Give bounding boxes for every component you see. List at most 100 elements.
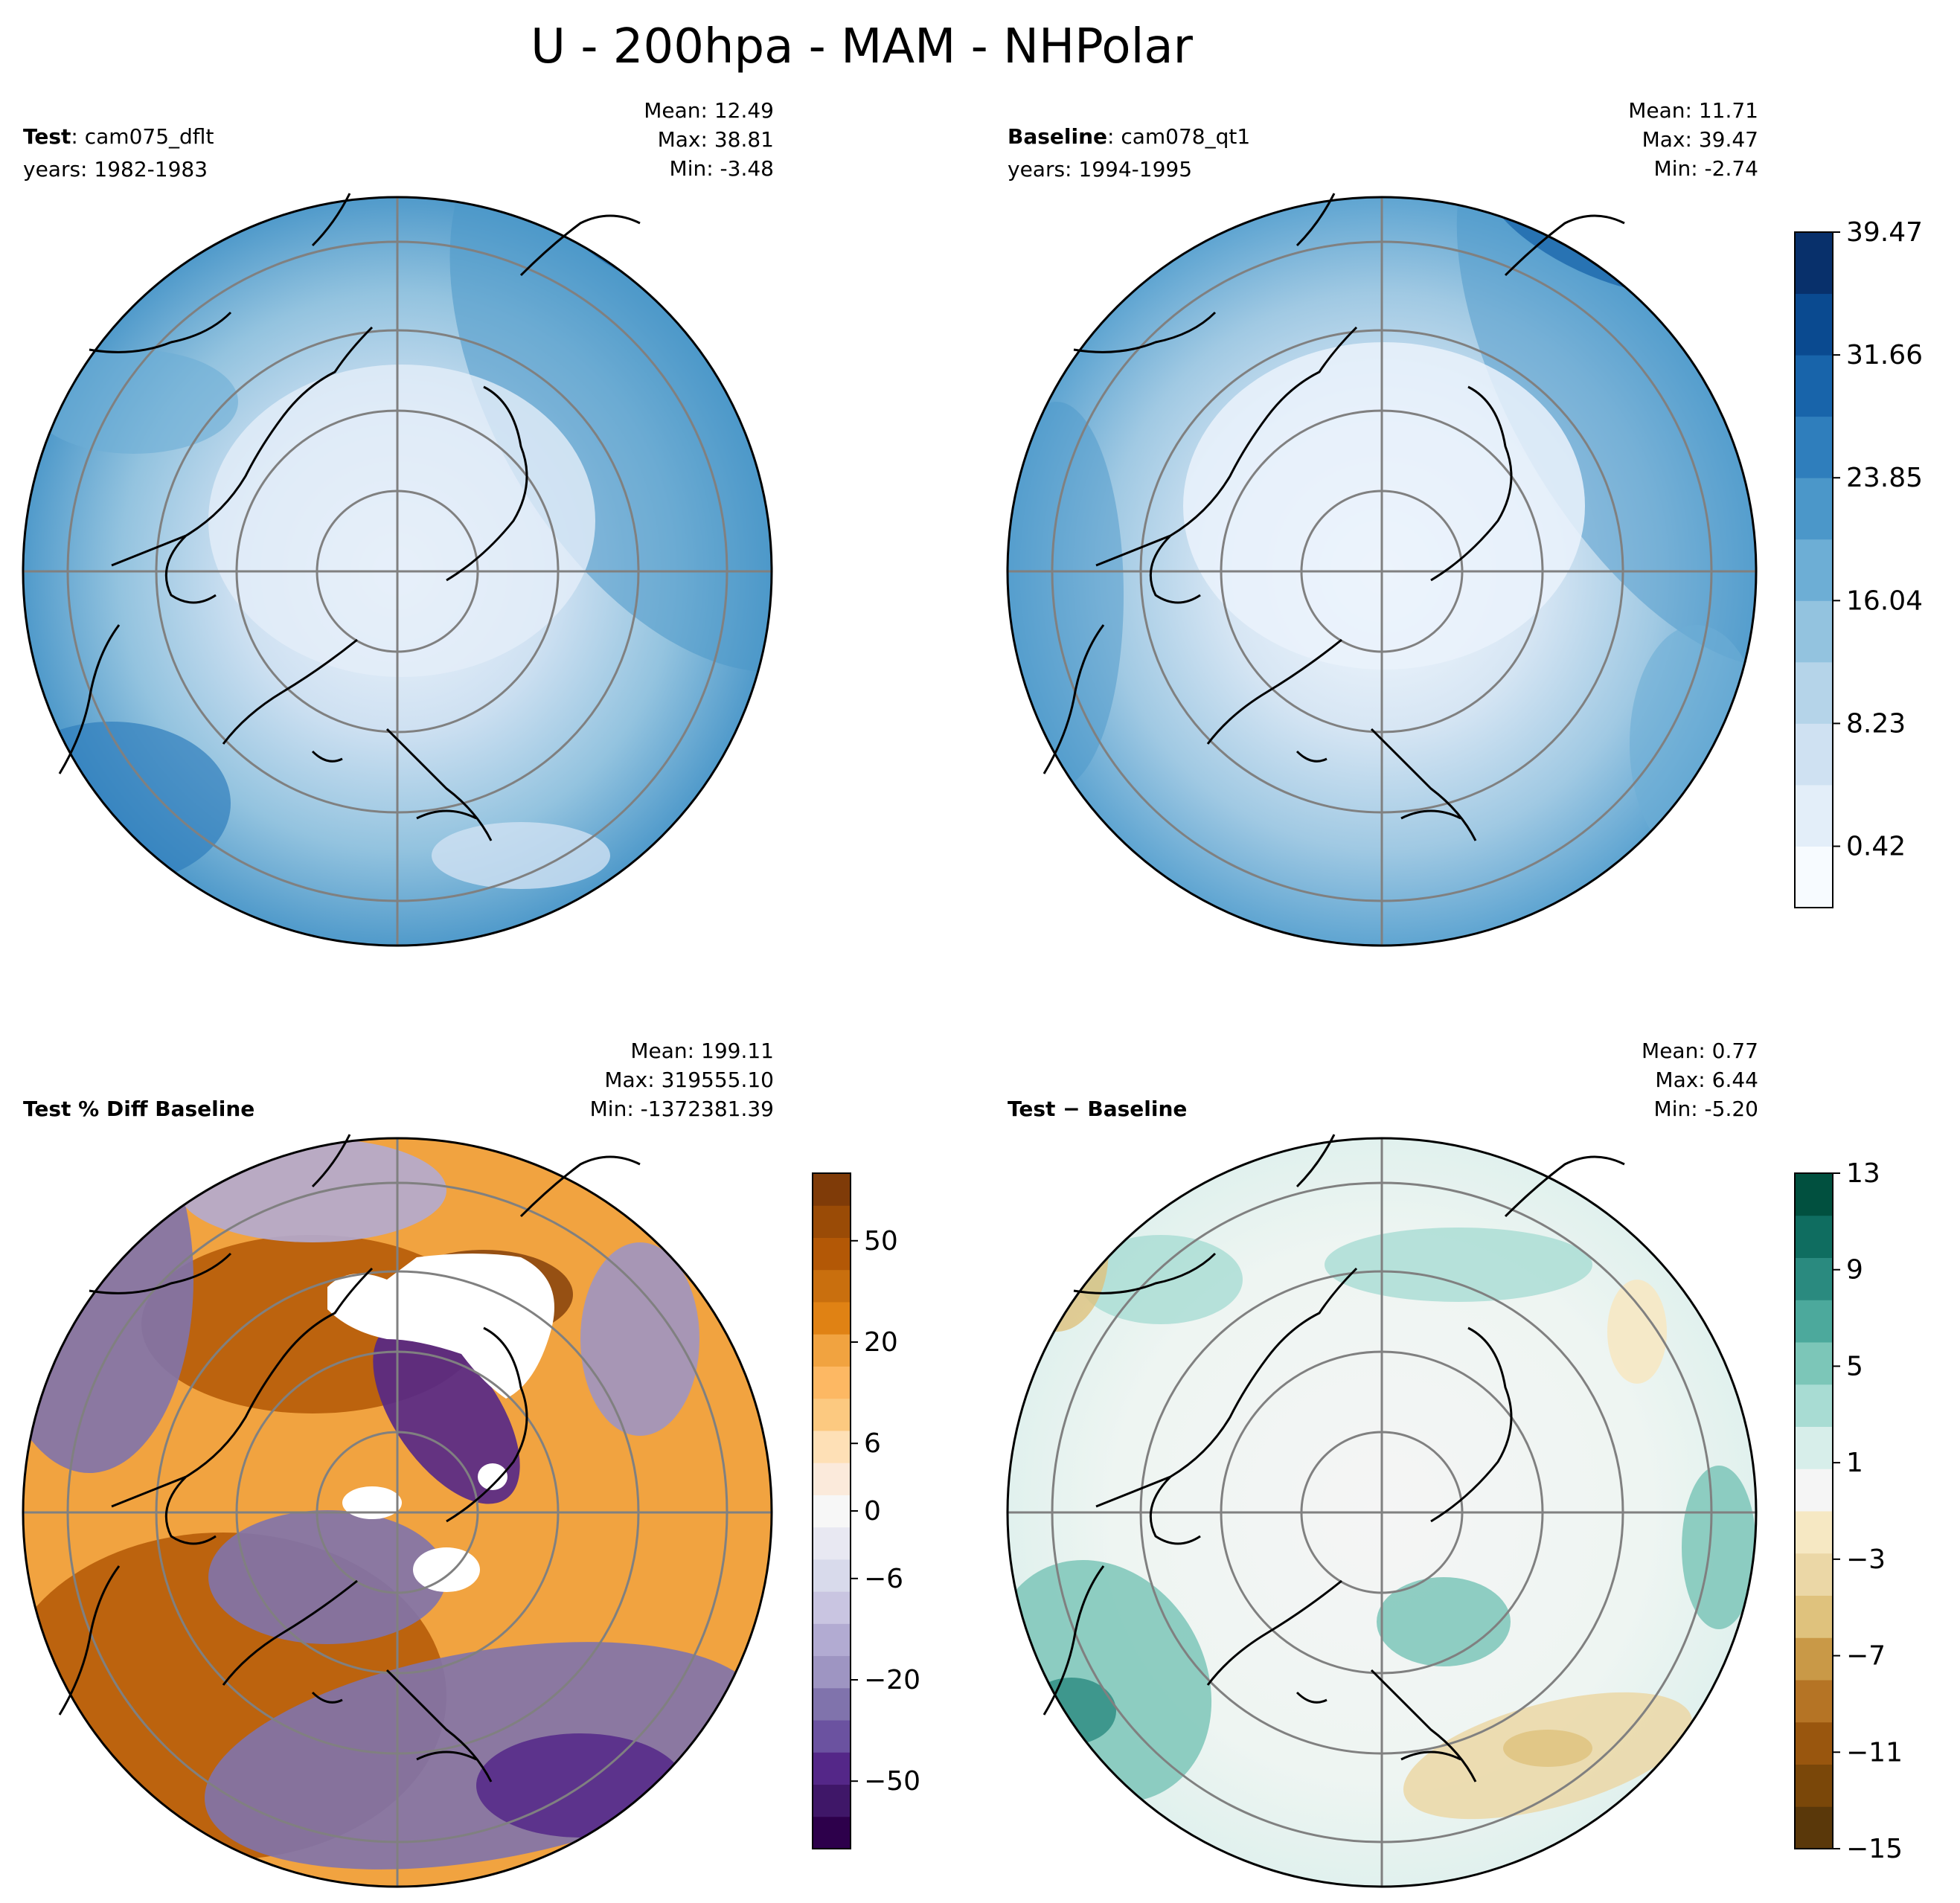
baseline-stat-min: Min: -2.74 — [1654, 156, 1758, 181]
colorbar-puor-segment — [813, 1527, 851, 1560]
diff-stat-max: Max: 6.44 — [1655, 1068, 1758, 1092]
test-stat-mean: Mean: 12.49 — [644, 98, 774, 123]
baseline-label: Baseline: cam078_qt1 — [1008, 124, 1250, 149]
colorbar-brbg-segments — [1795, 1173, 1833, 1849]
panel-diff: Test − Baseline Mean: 0.77 Max: 6.44 Min… — [1006, 1039, 1758, 1888]
test-stat-min: Min: -3.48 — [670, 156, 774, 181]
test-years: years: 1982-1983 — [23, 157, 208, 182]
colorbar-blues-segment — [1795, 232, 1833, 295]
colorbar-blues-tick-label: 39.47 — [1846, 217, 1923, 248]
colorbar-puor-tick-label: 0 — [864, 1496, 881, 1527]
colorbar-puor-segment — [813, 1623, 851, 1657]
colorbar-brbg-segment — [1795, 1721, 1833, 1765]
colorbar-blues-segment — [1795, 416, 1833, 478]
colorbar-brbg-segment — [1795, 1764, 1833, 1807]
colorbar-blues-segments — [1795, 232, 1833, 908]
test-stat-max: Max: 38.81 — [658, 127, 774, 152]
colorbar-blues-tick-label: 16.04 — [1846, 585, 1923, 616]
colorbar-brbg-tick-label: −15 — [1846, 1834, 1903, 1864]
baseline-label-bold: Baseline — [1008, 124, 1107, 149]
test-map-border — [22, 196, 773, 947]
colorbar-puor-segment — [813, 1463, 851, 1495]
pct-diff-graticule — [23, 1138, 772, 1887]
colorbar-brbg-segment — [1795, 1511, 1833, 1554]
colorbar-brbg-tick-label: −11 — [1846, 1737, 1903, 1768]
colorbar-blues-segment — [1795, 846, 1833, 908]
colorbar-blues-ticks: 0.42 8.23 16.04 23.85 31.66 39.47 — [1833, 217, 1923, 862]
diff-graticule — [1008, 1138, 1756, 1887]
colorbar-brbg-segment — [1795, 1300, 1833, 1343]
test-label: Test: cam075_dflt — [23, 124, 214, 149]
colorbar-brbg-tick-label: 13 — [1846, 1158, 1880, 1189]
diff-map-border — [1006, 1137, 1758, 1888]
baseline-map-border — [1006, 196, 1758, 947]
baseline-graticule — [1008, 197, 1756, 946]
colorbar-brbg-frame — [1794, 1172, 1834, 1849]
colorbar-puor: −50 −20 −6 0 6 20 50 — [812, 1172, 920, 1849]
colorbar-brbg-tick-label: −7 — [1846, 1641, 1886, 1672]
colorbar-puor-segment — [813, 1591, 851, 1624]
colorbar-puor-segment — [813, 1301, 851, 1335]
pct-diff-stat-mean: Mean: 199.11 — [630, 1039, 774, 1063]
colorbar-puor-tick-label: −6 — [864, 1564, 903, 1594]
colorbar-brbg-tick-label: 9 — [1846, 1255, 1863, 1286]
diff-stat-mean: Mean: 0.77 — [1642, 1039, 1758, 1063]
colorbar-blues-segment — [1795, 723, 1833, 786]
colorbar-puor-segment — [813, 1655, 851, 1689]
colorbar-puor-segment — [813, 1269, 851, 1303]
test-label-rest: : cam075_dflt — [71, 124, 214, 149]
colorbar-puor-segment — [813, 1816, 851, 1849]
colorbar-puor-segment — [813, 1334, 851, 1367]
panel-baseline: Baseline: cam078_qt1 years: 1994-1995 Me… — [1006, 98, 1758, 947]
colorbar-brbg-segment — [1795, 1553, 1833, 1596]
colorbar-brbg-ticks: −15 −11 −7 −3 1 5 9 13 — [1833, 1158, 1903, 1864]
baseline-stat-max: Max: 39.47 — [1642, 127, 1758, 152]
test-coastlines — [58, 193, 641, 841]
colorbar-brbg-segment — [1795, 1257, 1833, 1300]
colorbar-brbg-segment — [1795, 1680, 1833, 1723]
colorbar-puor-tick-label: 6 — [864, 1428, 881, 1459]
pct-diff-map-field — [23, 1138, 772, 1887]
pct-diff-stat-min: Min: -1372381.39 — [590, 1097, 774, 1121]
diff-coastlines — [1043, 1134, 1625, 1782]
colorbar-brbg-segment — [1795, 1806, 1833, 1849]
colorbar-blues-segment — [1795, 784, 1833, 847]
colorbar-blues-segment — [1795, 661, 1833, 724]
colorbar-blues-tick-label: 0.42 — [1846, 832, 1906, 862]
colorbar-blues: 0.42 8.23 16.04 23.85 31.66 39.47 — [1794, 217, 1923, 908]
colorbar-brbg-tick-label: −3 — [1846, 1544, 1886, 1575]
diff-label: Test − Baseline — [1008, 1097, 1187, 1121]
baseline-years: years: 1994-1995 — [1008, 157, 1192, 182]
colorbar-puor-segment — [813, 1784, 851, 1817]
colorbar-puor-segment — [813, 1366, 851, 1399]
colorbar-puor-segment — [813, 1398, 851, 1431]
test-graticule — [23, 197, 772, 946]
panel-pct-diff: Test % Diff Baseline Mean: 199.11 Max: 3… — [22, 1039, 774, 1888]
baseline-label-rest: : cam078_qt1 — [1107, 124, 1250, 149]
colorbar-blues-tick-label: 31.66 — [1846, 340, 1923, 370]
colorbar-puor-segment — [813, 1559, 851, 1592]
panel-test: Test: cam075_dflt years: 1982-1983 Mean:… — [22, 98, 774, 947]
colorbar-puor-segment — [813, 1430, 851, 1463]
colorbar-brbg: −15 −11 −7 −3 1 5 9 13 — [1794, 1158, 1903, 1864]
colorbar-puor-segment — [813, 1495, 851, 1528]
colorbar-brbg-segment — [1795, 1173, 1833, 1216]
diff-stat-min: Min: -5.20 — [1654, 1097, 1758, 1121]
colorbar-puor-tick-label: 50 — [864, 1226, 898, 1257]
colorbar-brbg-segment — [1795, 1426, 1833, 1469]
pct-diff-stat-max: Max: 319555.10 — [604, 1068, 774, 1092]
colorbar-blues-frame — [1794, 231, 1834, 908]
colorbar-brbg-segment — [1795, 1342, 1833, 1385]
colorbar-brbg-tick-label: 5 — [1846, 1351, 1863, 1381]
baseline-map-field — [1008, 197, 1756, 946]
colorbar-puor-segment — [813, 1752, 851, 1785]
baseline-stat-mean: Mean: 11.71 — [1628, 98, 1758, 123]
colorbar-puor-tick-label: 20 — [864, 1327, 898, 1358]
colorbar-brbg-segment — [1795, 1637, 1833, 1681]
colorbar-puor-segment — [813, 1720, 851, 1753]
colorbar-brbg-segment — [1795, 1469, 1833, 1512]
colorbar-brbg-segment — [1795, 1215, 1833, 1258]
colorbar-blues-segment — [1795, 600, 1833, 663]
colorbar-blues-segment — [1795, 355, 1833, 417]
